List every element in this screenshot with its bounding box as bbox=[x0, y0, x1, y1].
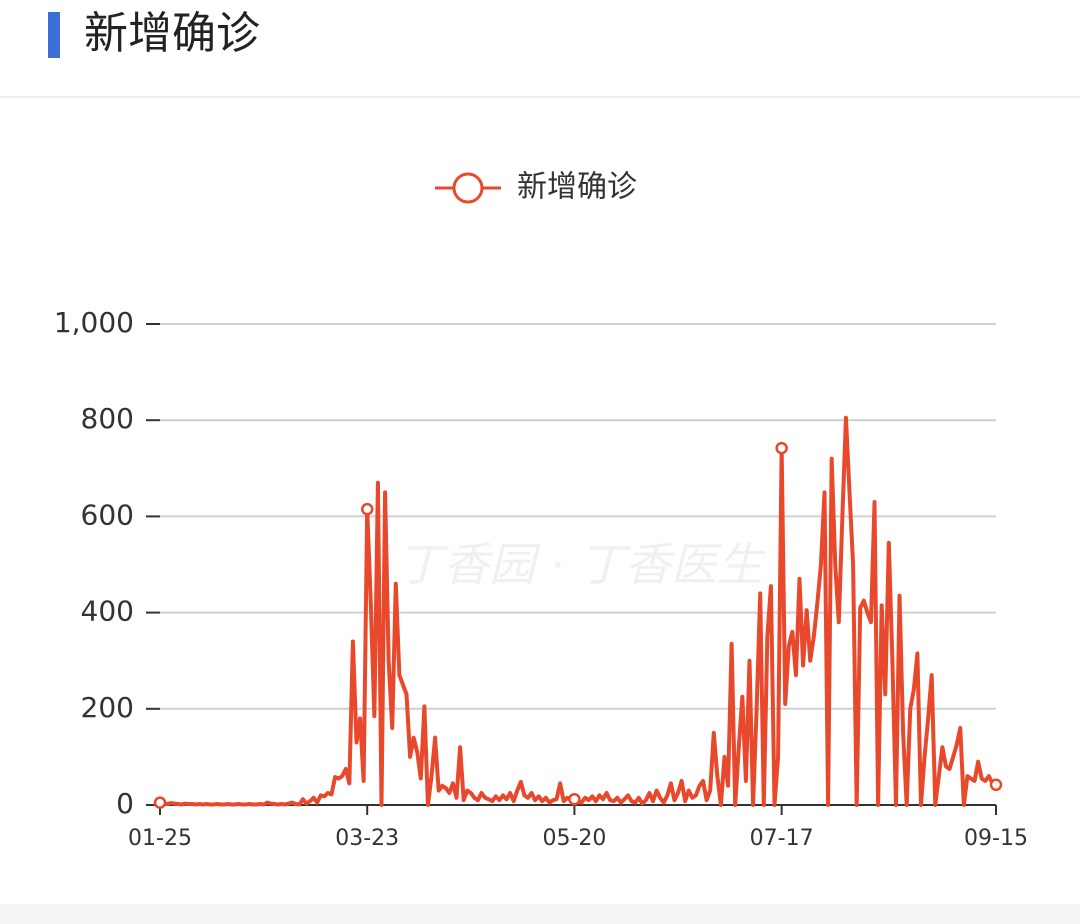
y-tick-label: 800 bbox=[81, 402, 134, 435]
legend-label: 新增确诊 bbox=[517, 170, 637, 205]
section-title: 新增确诊 bbox=[84, 8, 260, 59]
point-marker bbox=[153, 796, 167, 809]
title-accent bbox=[48, 12, 60, 58]
x-tick-label: 01-25 bbox=[128, 826, 192, 851]
watermark: 丁香园 · 丁香医生 bbox=[397, 538, 766, 592]
series-line bbox=[159, 415, 997, 807]
point-marker bbox=[775, 441, 788, 455]
legend-marker bbox=[452, 172, 484, 204]
y-tick-label: 200 bbox=[81, 691, 134, 724]
point-marker bbox=[568, 792, 581, 806]
y-tick-label: 1,000 bbox=[54, 306, 134, 339]
y-tick-label: 400 bbox=[81, 595, 134, 628]
x-tick-label: 09-15 bbox=[964, 826, 1028, 851]
point-marker bbox=[360, 502, 374, 516]
point-marker bbox=[989, 778, 1003, 792]
chart: 丁香园 · 丁香医生 0 200 400 600 800 1,000 01-25 03-23 05… bbox=[54, 170, 1028, 852]
y-tick-label: 600 bbox=[81, 498, 134, 531]
chart-panel: 丁香园 · 丁香医生 0 200 400 600 800 1,000 01-25 03-23 05… bbox=[0, 98, 1080, 904]
y-tick-label: 0 bbox=[116, 787, 134, 820]
x-tick-label: 05-20 bbox=[542, 826, 606, 851]
x-tick-label: 03-23 bbox=[335, 826, 399, 851]
x-tick-label: 07-17 bbox=[750, 826, 814, 851]
header: 新增确诊 bbox=[0, 0, 1080, 98]
